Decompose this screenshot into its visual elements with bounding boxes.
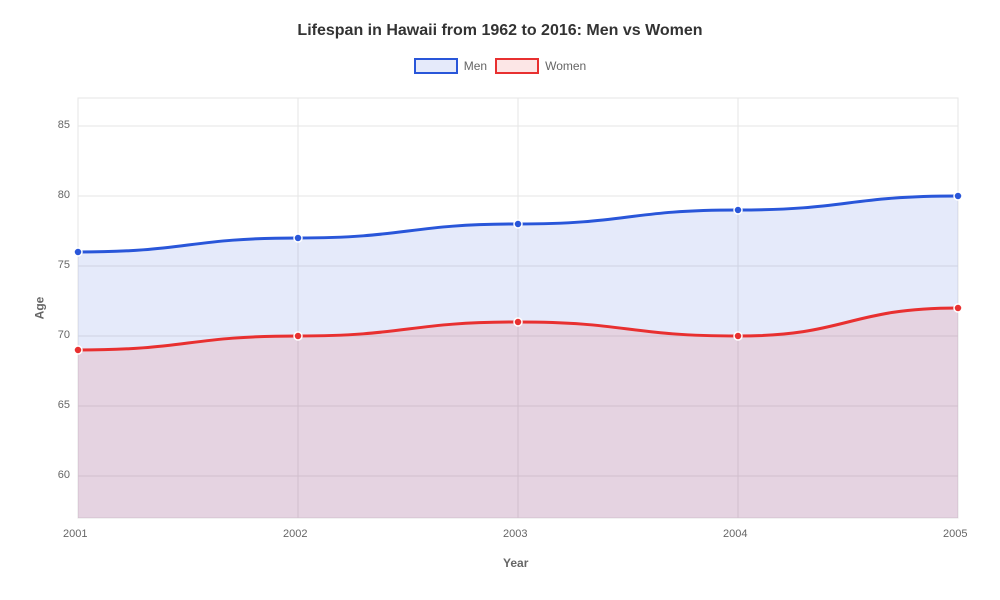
marker-women[interactable] <box>514 318 522 326</box>
y-tick-label: 80 <box>58 189 70 201</box>
marker-men[interactable] <box>74 248 82 256</box>
x-tick-label: 2005 <box>943 528 967 540</box>
marker-women[interactable] <box>74 346 82 354</box>
y-axis-label: Age <box>32 297 46 320</box>
marker-men[interactable] <box>294 234 302 242</box>
legend-item-men[interactable]: Men <box>414 58 487 74</box>
plot-area <box>78 98 958 518</box>
marker-women[interactable] <box>954 304 962 312</box>
legend-item-women[interactable]: Women <box>495 58 586 74</box>
legend: Men Women <box>0 58 1000 74</box>
legend-swatch-men <box>414 58 458 74</box>
chart-container: Lifespan in Hawaii from 1962 to 2016: Me… <box>0 0 1000 600</box>
x-axis-label: Year <box>503 556 528 570</box>
marker-women[interactable] <box>294 332 302 340</box>
y-tick-label: 70 <box>58 329 70 341</box>
legend-swatch-women <box>495 58 539 74</box>
x-tick-label: 2002 <box>283 528 307 540</box>
marker-women[interactable] <box>734 332 742 340</box>
marker-men[interactable] <box>954 192 962 200</box>
marker-men[interactable] <box>514 220 522 228</box>
x-tick-label: 2004 <box>723 528 747 540</box>
x-tick-label: 2001 <box>63 528 87 540</box>
y-tick-label: 75 <box>58 259 70 271</box>
y-tick-label: 60 <box>58 469 70 481</box>
y-tick-label: 65 <box>58 399 70 411</box>
y-tick-label: 85 <box>58 119 70 131</box>
x-tick-label: 2003 <box>503 528 527 540</box>
chart-title: Lifespan in Hawaii from 1962 to 2016: Me… <box>0 0 1000 40</box>
legend-label-men: Men <box>464 59 487 73</box>
marker-men[interactable] <box>734 206 742 214</box>
legend-label-women: Women <box>545 59 586 73</box>
